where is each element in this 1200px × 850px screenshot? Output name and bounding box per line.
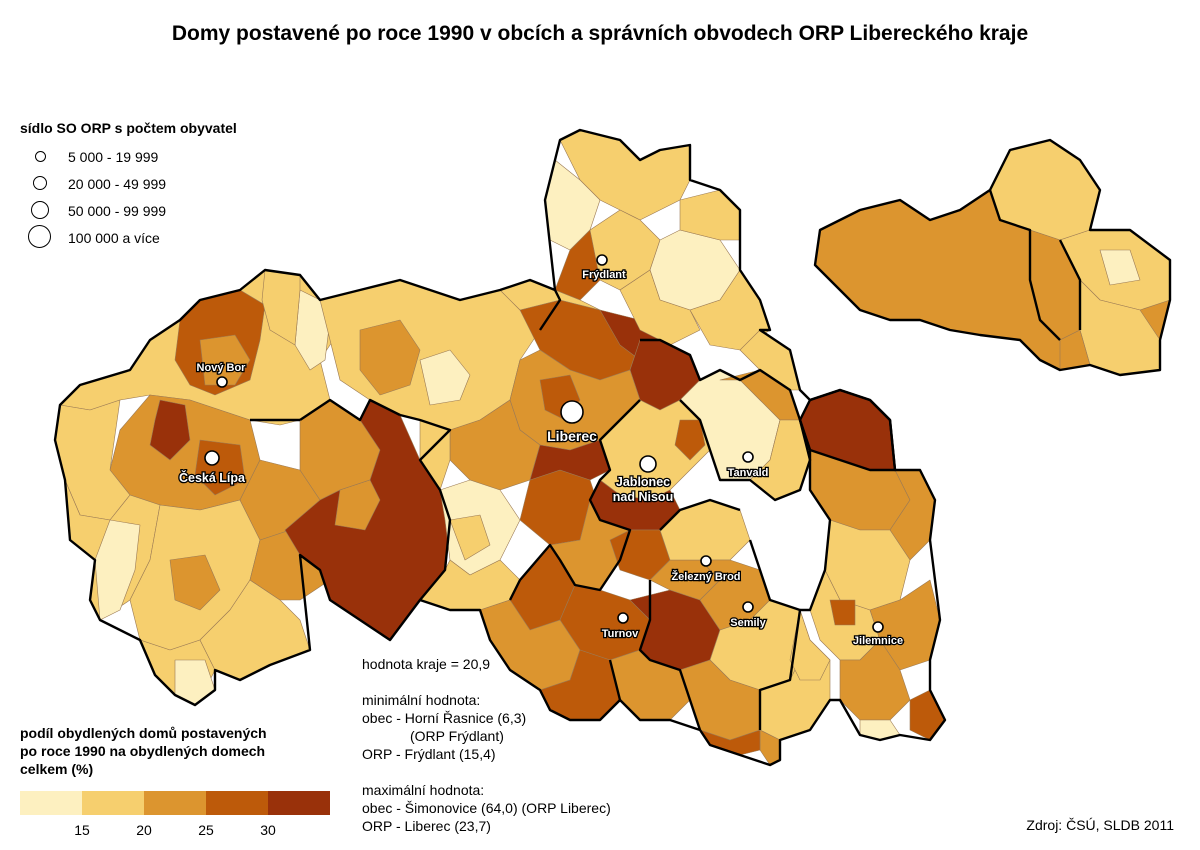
share-legend-title-line: po roce 1990 na obydlených domech — [20, 743, 266, 759]
source-note: Zdroj: ČSÚ, SLDB 2011 — [1026, 817, 1174, 833]
municipality-area — [829, 599, 856, 626]
city-label: Česká Lípa — [179, 470, 246, 485]
orp-border — [299, 398, 401, 422]
statistics-box: hodnota kraje = 20,9 minimální hodnota: … — [362, 655, 611, 835]
municipality-area — [419, 349, 471, 406]
city-marker-icon — [639, 455, 657, 473]
share-legend-title-line: podíl obydlených domů postavených — [20, 725, 267, 741]
min-obec-orp: (ORP Frýdlant) — [410, 728, 504, 744]
color-scale — [20, 791, 330, 815]
population-legend-label: 50 000 - 99 999 — [68, 203, 167, 219]
municipality-area — [554, 229, 601, 301]
region-value: hodnota kraje = 20,9 — [362, 656, 491, 672]
municipality-area — [169, 554, 221, 611]
circle-small-icon — [35, 151, 46, 162]
orp-border — [679, 399, 812, 502]
color-scale-ticks: 15 20 25 30 — [20, 822, 330, 840]
scale-tick: 20 — [136, 822, 152, 838]
circle-large-icon — [31, 201, 49, 219]
map-title: Domy postavené po roce 1990 v obcích a s… — [171, 22, 1029, 45]
city-marker-icon — [742, 601, 754, 613]
population-legend-item: 100 000 a více — [20, 225, 237, 252]
population-legend-item: 20 000 - 49 999 — [20, 171, 237, 198]
city-label: nad Nisou — [613, 490, 673, 504]
municipality-area — [674, 419, 706, 461]
orp-border — [1058, 239, 1082, 330]
city-marker-icon — [560, 400, 584, 424]
orp-border — [640, 338, 802, 421]
municipality-area — [619, 269, 701, 346]
orp-border — [608, 659, 622, 701]
municipality-regions — [54, 129, 1171, 766]
orp-border — [539, 289, 562, 331]
orp-border — [508, 399, 641, 601]
orp-border — [399, 413, 452, 601]
city-marker-icon — [204, 450, 220, 466]
orp-border — [798, 388, 897, 472]
municipality-area — [149, 399, 191, 461]
orp-border — [659, 498, 741, 531]
circle-xlarge-icon — [28, 225, 51, 248]
municipality-area — [789, 609, 831, 681]
city-marker-icon — [216, 376, 228, 388]
color-class-3 — [144, 791, 206, 815]
color-class-1 — [20, 791, 82, 815]
scale-tick: 25 — [198, 822, 214, 838]
city-marker-icon — [872, 621, 884, 633]
city-markers: Liberec Nový Bor Česká Lípa Frýdlant Jablone… — [178, 254, 904, 648]
city-label: Jilemnice — [853, 635, 903, 647]
max-title: maximální hodnota: — [362, 782, 485, 798]
city-label: Nový Bor — [197, 362, 247, 374]
color-class-5 — [268, 791, 330, 815]
min-obec: obec - Horní Řasnice (6,3) — [362, 710, 527, 726]
municipality-area — [334, 479, 381, 531]
municipality-area — [679, 189, 741, 241]
city-label: Frýdlant — [582, 269, 626, 281]
population-legend-label: 100 000 a více — [68, 230, 160, 246]
city-marker-icon — [700, 555, 712, 567]
city-marker-icon — [617, 612, 629, 624]
max-orp: ORP - Liberec (23,7) — [362, 818, 491, 834]
municipality-area — [529, 439, 611, 481]
share-legend: podíl obydlených domů postavených po roc… — [20, 724, 267, 778]
population-legend-label: 20 000 - 49 999 — [68, 176, 167, 192]
orp-border — [638, 580, 702, 731]
circle-medium-icon — [33, 176, 47, 190]
population-legend: sídlo SO ORP s počtem obyvatel 5 000 - 1… — [20, 120, 237, 252]
municipality-area — [869, 579, 941, 671]
municipality-area — [199, 334, 251, 386]
city-marker-icon — [742, 451, 754, 463]
orp-borders — [53, 128, 1172, 767]
city-label: Jablonec — [616, 475, 670, 489]
orp-border — [988, 189, 1061, 341]
city-label: Železný Brod — [671, 570, 740, 583]
scale-tick: 30 — [260, 822, 276, 838]
city-label: Liberec — [547, 428, 597, 444]
min-orp: ORP - Frýdlant (15,4) — [362, 746, 496, 762]
city-label: Semily — [730, 617, 766, 629]
municipality-area — [449, 514, 491, 561]
municipality-area — [909, 689, 946, 741]
color-class-4 — [206, 791, 268, 815]
orp-border — [53, 128, 947, 767]
population-legend-item: 50 000 - 99 999 — [20, 198, 237, 225]
min-title: minimální hodnota: — [362, 692, 481, 708]
population-legend-item: 5 000 - 19 999 — [20, 144, 237, 171]
share-legend-title-line: celkem (%) — [20, 761, 94, 777]
city-label: Tanvald — [728, 467, 769, 479]
municipality-area — [359, 319, 421, 396]
orp-border — [813, 138, 1172, 377]
population-legend-title: sídlo SO ORP s počtem obyvatel — [20, 120, 237, 136]
city-marker-icon — [596, 254, 608, 266]
population-legend-label: 5 000 - 19 999 — [68, 149, 159, 165]
municipality-area — [1099, 249, 1141, 286]
color-class-2 — [82, 791, 144, 815]
max-obec: obec - Šimonovice (64,0) (ORP Liberec) — [362, 800, 611, 816]
city-label: Turnov — [602, 628, 639, 640]
scale-tick: 15 — [74, 822, 90, 838]
